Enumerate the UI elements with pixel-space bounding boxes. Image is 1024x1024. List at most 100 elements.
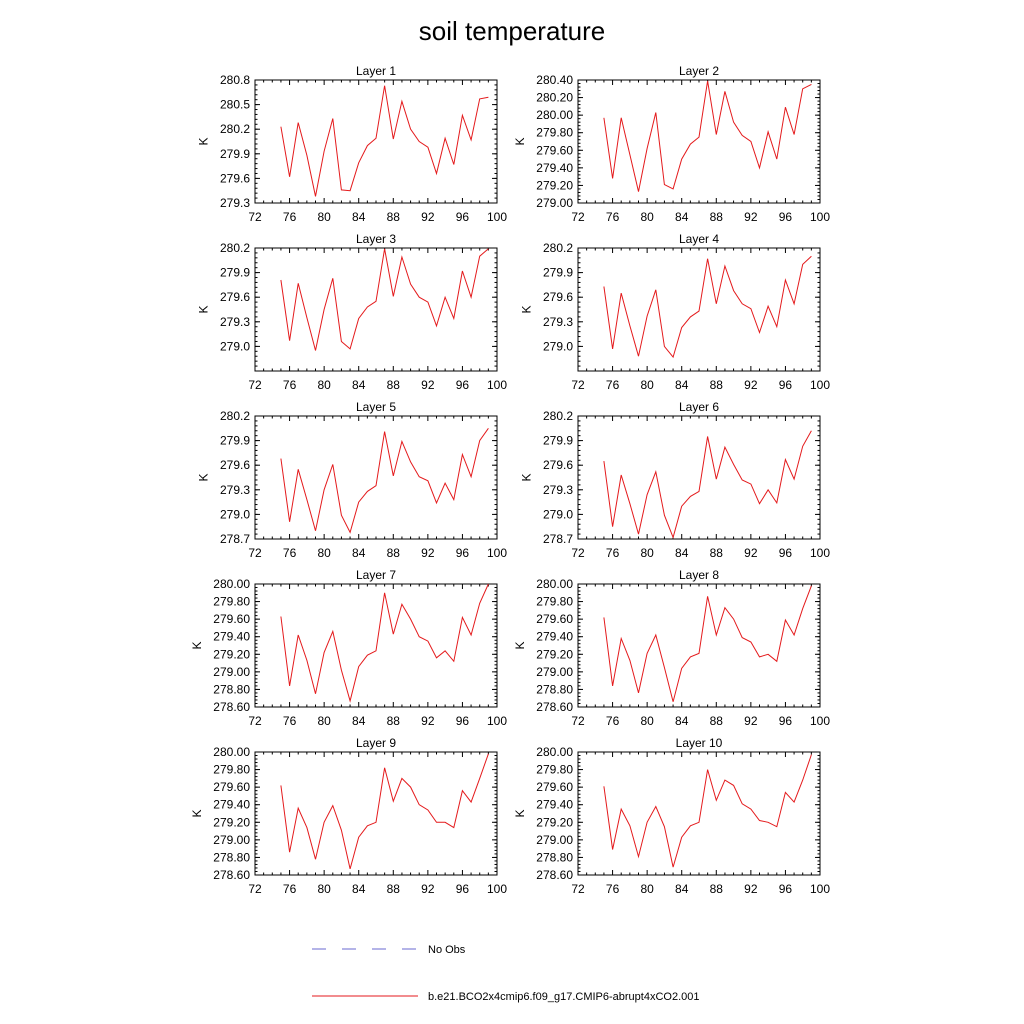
x-tick-label: 88 [710, 882, 724, 896]
legend-no-obs-label: No Obs [428, 944, 466, 956]
y-tick-label: 279.0 [220, 507, 250, 521]
y-axis-label: K [197, 305, 211, 313]
panel-title: Layer 2 [679, 64, 719, 78]
y-tick-label: 279.20 [213, 815, 250, 829]
y-axis-label: K [190, 641, 204, 649]
plot-frame [254, 751, 498, 876]
x-tick-label: 84 [675, 378, 689, 392]
y-tick-label: 280.2 [543, 409, 573, 423]
x-tick-label: 96 [456, 210, 470, 224]
panel-layer-9: Layer 9 72 76 80 84 88 92 96 100 278.60 278.80 279.… [190, 736, 508, 896]
y-tick-label: 279.3 [543, 483, 573, 497]
y-tick-label: 278.80 [536, 682, 573, 696]
y-tick-label: 279.40 [536, 630, 573, 644]
x-tick-label: 76 [283, 210, 297, 224]
y-tick-label: 279.0 [543, 339, 573, 353]
x-tick-label: 72 [571, 882, 585, 896]
x-tick-label: 88 [387, 378, 401, 392]
y-tick-label: 279.60 [536, 612, 573, 626]
y-tick-label: 278.80 [213, 682, 250, 696]
x-tick-label: 100 [487, 210, 507, 224]
y-tick-label: 279.9 [220, 434, 250, 448]
x-tick-label: 88 [387, 714, 401, 728]
y-tick-label: 280.2 [220, 122, 250, 136]
panel-title: Layer 3 [356, 232, 396, 246]
plot-frame [254, 583, 498, 708]
y-tick-label: 279.9 [220, 266, 250, 280]
y-tick-label: 280.5 [220, 98, 250, 112]
x-tick-label: 96 [456, 882, 470, 896]
y-tick-label: 278.7 [220, 532, 250, 546]
y-axis-label: K [520, 473, 534, 481]
y-tick-label: 279.6 [220, 290, 250, 304]
y-tick-label: 279.80 [213, 763, 250, 777]
y-tick-label: 279.00 [536, 833, 573, 847]
y-tick-label: 279.6 [220, 171, 250, 185]
legend: No Obs b.e21.BCO2x4cmip6.f09_g17.CMIP6-a… [312, 944, 700, 1003]
x-tick-label: 92 [421, 882, 435, 896]
x-tick-label: 72 [571, 210, 585, 224]
x-tick-label: 92 [421, 546, 435, 560]
panel-layer-1: Layer 1 72 76 80 84 88 92 96 100 279.3 279.6 279.9 2… [197, 64, 508, 224]
y-tick-label: 280.00 [536, 108, 573, 122]
x-tick-label: 72 [571, 714, 585, 728]
x-tick-label: 96 [779, 882, 793, 896]
panel-layer-6: Layer 6 72 76 80 84 88 92 96 100 278.7 279.0 279.3 2… [520, 400, 831, 560]
y-tick-label: 279.60 [536, 780, 573, 794]
y-tick-label: 279.00 [536, 665, 573, 679]
y-tick-label: 279.0 [543, 507, 573, 521]
panel-title: Layer 9 [356, 736, 396, 750]
x-tick-label: 96 [779, 714, 793, 728]
y-tick-label: 280.00 [536, 745, 573, 759]
panel-grid: Layer 1 72 76 80 84 88 92 96 100 279.3 279.6 279.9 2… [190, 64, 831, 896]
x-tick-label: 72 [571, 378, 585, 392]
panel-title: Layer 1 [356, 64, 396, 78]
series-line [603, 585, 812, 702]
plot-frame [254, 247, 498, 372]
y-axis-label: K [520, 305, 534, 313]
x-tick-label: 80 [640, 714, 654, 728]
y-tick-label: 279.80 [536, 595, 573, 609]
series-line [603, 754, 812, 868]
y-tick-label: 278.60 [213, 700, 250, 714]
x-tick-label: 76 [606, 882, 620, 896]
series-line [280, 248, 489, 351]
x-tick-label: 96 [779, 210, 793, 224]
y-tick-label: 278.60 [213, 868, 250, 882]
y-tick-label: 279.20 [536, 647, 573, 661]
y-tick-label: 279.60 [213, 612, 250, 626]
y-tick-label: 280.8 [220, 73, 250, 87]
y-tick-label: 279.80 [536, 763, 573, 777]
x-tick-label: 84 [352, 714, 366, 728]
x-tick-label: 84 [352, 882, 366, 896]
y-tick-label: 279.20 [536, 178, 573, 192]
x-tick-label: 84 [352, 210, 366, 224]
x-tick-label: 92 [744, 210, 758, 224]
panel-layer-5: Layer 5 72 76 80 84 88 92 96 100 278.7 279.0 279.3 2… [197, 400, 508, 560]
x-tick-label: 76 [283, 378, 297, 392]
y-tick-label: 279.40 [213, 798, 250, 812]
y-tick-label: 279.00 [213, 833, 250, 847]
y-tick-label: 279.0 [220, 339, 250, 353]
x-tick-label: 88 [710, 210, 724, 224]
x-tick-label: 84 [675, 546, 689, 560]
x-tick-label: 92 [744, 882, 758, 896]
x-tick-label: 100 [810, 882, 830, 896]
y-tick-label: 279.80 [213, 595, 250, 609]
y-tick-label: 279.6 [220, 458, 250, 472]
x-tick-label: 100 [810, 714, 830, 728]
y-tick-label: 280.2 [220, 409, 250, 423]
x-tick-label: 76 [283, 546, 297, 560]
panel-layer-8: Layer 8 72 76 80 84 88 92 96 100 278.60 278.80 279.… [513, 568, 831, 728]
x-tick-label: 100 [810, 546, 830, 560]
y-tick-label: 278.60 [536, 868, 573, 882]
x-tick-label: 96 [456, 714, 470, 728]
x-tick-label: 80 [317, 714, 331, 728]
x-tick-label: 100 [487, 546, 507, 560]
plot-frame [254, 79, 498, 204]
x-tick-label: 76 [606, 714, 620, 728]
y-tick-label: 279.6 [543, 290, 573, 304]
y-tick-label: 279.6 [543, 458, 573, 472]
y-tick-label: 279.9 [543, 266, 573, 280]
